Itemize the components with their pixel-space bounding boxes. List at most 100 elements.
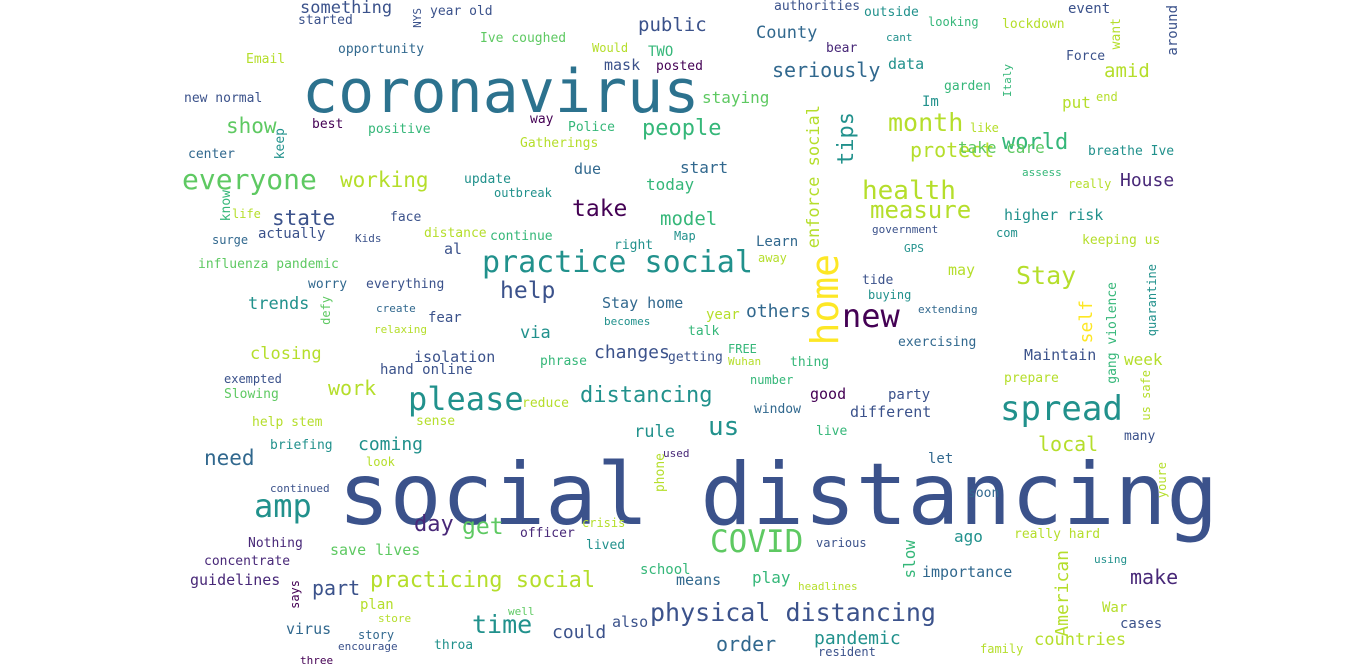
word-get: get xyxy=(462,514,504,540)
word-different: different xyxy=(850,403,932,421)
word-physical-distancing: physical distancing xyxy=(650,598,936,627)
word-family: family xyxy=(980,642,1024,656)
word-al: al xyxy=(444,240,463,258)
word-would: Would xyxy=(592,41,629,55)
word-want: want xyxy=(1109,18,1124,50)
word-year: year xyxy=(706,307,740,323)
word-today: today xyxy=(646,175,695,194)
word-seriously: seriously xyxy=(772,58,881,82)
word-right: right xyxy=(614,238,654,253)
word-order: order xyxy=(716,632,777,656)
word-assess: assess xyxy=(1022,166,1062,179)
word-life: life xyxy=(232,207,261,221)
word-state: state xyxy=(272,206,336,230)
word-soon: soon xyxy=(968,486,1000,501)
word-event: event xyxy=(1068,1,1111,17)
word-exercising: exercising xyxy=(898,335,977,350)
word-american: American xyxy=(1052,550,1073,637)
word-like: like xyxy=(970,121,999,135)
word-pandemic: pandemic xyxy=(814,628,901,649)
word-month: month xyxy=(888,108,964,137)
word-map: Map xyxy=(674,229,696,243)
word-us: us xyxy=(708,412,740,442)
word-could: could xyxy=(552,622,607,643)
word-need: need xyxy=(204,446,255,470)
word-rule: rule xyxy=(634,422,675,442)
word-thing: thing xyxy=(790,355,830,370)
word-encourage: encourage xyxy=(338,640,398,653)
word-surge: surge xyxy=(212,233,249,247)
word-social-distancing: social distancing xyxy=(338,445,1219,545)
word-home: home xyxy=(803,254,847,346)
word-email: Email xyxy=(246,52,286,67)
word-phrase: phrase xyxy=(540,354,587,369)
word-garden: garden xyxy=(944,79,991,94)
word-local: local xyxy=(1038,432,1099,456)
word-breathe-ive: breathe Ive xyxy=(1088,144,1175,159)
word-measure: measure xyxy=(870,196,972,224)
word-us-safe: us safe xyxy=(1139,370,1153,421)
word-using: using xyxy=(1094,553,1128,566)
word-maintain: Maintain xyxy=(1024,346,1097,364)
word-create: create xyxy=(376,302,416,315)
word-lived: lived xyxy=(586,538,626,553)
word-time: time xyxy=(472,610,533,639)
word-let: let xyxy=(928,451,954,467)
word-posted: posted xyxy=(656,59,703,74)
word-briefing: briefing xyxy=(270,438,333,453)
word-store: store xyxy=(378,612,412,625)
word-virus: virus xyxy=(286,620,332,638)
word-officer: officer xyxy=(520,526,575,541)
word-importance: importance xyxy=(922,563,1013,581)
word-higher-risk: higher risk xyxy=(1004,206,1104,224)
word-kids: Kids xyxy=(355,232,382,245)
word-isolation: isolation xyxy=(414,348,496,366)
word-authorities: authorities xyxy=(774,0,861,14)
word-says: says xyxy=(288,580,302,609)
word-looking: looking xyxy=(928,15,979,29)
word-guidelines: guidelines xyxy=(190,571,281,589)
word-may: may xyxy=(948,261,976,279)
word-help: help xyxy=(500,278,556,304)
word-countries: countries xyxy=(1034,630,1127,650)
word-mask: mask xyxy=(604,56,641,74)
word-gps: GPS xyxy=(904,242,924,255)
word-please: please xyxy=(408,380,524,418)
word-im: Im xyxy=(922,94,939,110)
word-tips: tips xyxy=(834,112,859,165)
word-started: started xyxy=(298,13,353,28)
word-people: people xyxy=(642,116,722,141)
word-make: make xyxy=(1130,565,1179,589)
word-start: start xyxy=(680,158,729,177)
word-various: various xyxy=(816,536,867,550)
word-used: used xyxy=(663,447,690,460)
word-via: via xyxy=(520,323,551,343)
word-around: around xyxy=(1165,5,1181,56)
word-county: County xyxy=(756,23,818,43)
word-new: new xyxy=(842,297,900,335)
word-outside: outside xyxy=(864,5,919,20)
word-youre: youre xyxy=(1155,462,1169,499)
word-slowing: Slowing xyxy=(224,387,279,402)
word-crisis: crisis xyxy=(582,516,626,530)
word-take: take xyxy=(572,196,628,222)
word-fear: fear xyxy=(428,310,462,326)
word-work: work xyxy=(328,376,377,400)
word-cant: cant xyxy=(886,31,913,44)
word-self: self xyxy=(1076,300,1097,344)
word-model: model xyxy=(660,208,718,230)
word-bear: bear xyxy=(826,41,858,56)
word-party: party xyxy=(888,387,931,403)
word-influenza-pandemic: influenza pandemic xyxy=(198,257,339,272)
word-show: show xyxy=(226,114,277,138)
word-becomes: becomes xyxy=(604,315,651,328)
word-window: window xyxy=(754,402,801,417)
word-government: government xyxy=(872,223,939,236)
word-coming: coming xyxy=(358,434,424,455)
word-take-care: take care xyxy=(958,138,1045,157)
word-ago: ago xyxy=(954,527,983,546)
word-relaxing: relaxing xyxy=(374,323,427,336)
word-stay: Stay xyxy=(1016,261,1077,290)
word-data: data xyxy=(888,55,925,73)
word-story: story xyxy=(358,628,395,642)
